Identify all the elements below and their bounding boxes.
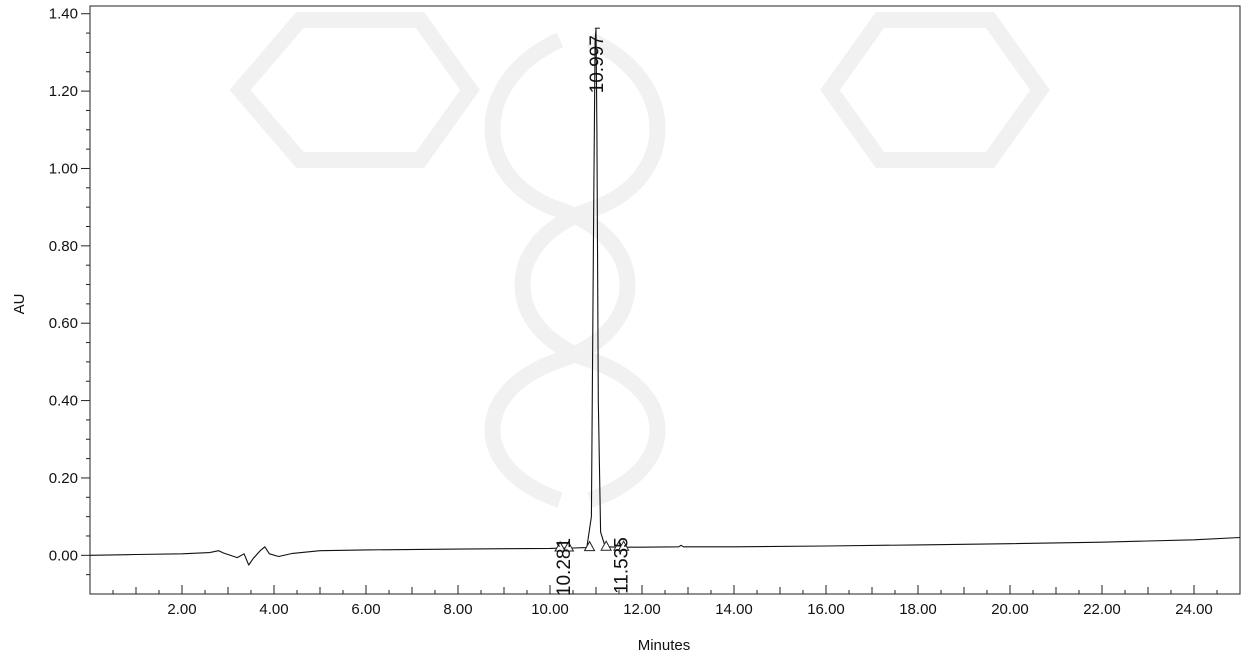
- y-tick-label: 1.20: [49, 83, 78, 100]
- x-tick-label: 10.00: [531, 601, 569, 618]
- x-tick-label: 20.00: [991, 601, 1029, 618]
- peak-marker: [617, 540, 630, 551]
- y-tick-label: 1.00: [49, 160, 78, 177]
- peak-annotations: 10.281 10.997 11.535: [554, 27, 633, 596]
- chromatogram-trace: [89, 28, 1241, 566]
- plot-axes: 2.00 4.00 6.00 8.00 10.00 12.00 14.00 16.00 18.0…: [49, 5, 1241, 618]
- plot-area: [89, 28, 1241, 566]
- y-tick-label: 0.40: [49, 393, 78, 410]
- x-tick-label: 16.00: [807, 601, 845, 618]
- peak-marker: [600, 540, 612, 551]
- y-tick-label: 0.60: [49, 315, 78, 332]
- y-tick-label: 1.40: [49, 6, 78, 23]
- y-tick-label: 0.20: [49, 470, 78, 487]
- peak-label: 11.535: [612, 537, 633, 594]
- y-axis-title: AU: [11, 294, 28, 315]
- peak-marker: [562, 540, 575, 552]
- peak-label: 10.281: [554, 538, 575, 596]
- x-tick-label: 12.00: [623, 601, 661, 618]
- peak-marker: [554, 540, 566, 552]
- watermark-logo: [229, 11, 1050, 508]
- x-tick-label: 2.00: [167, 601, 196, 618]
- peak-label: 10.997: [587, 35, 608, 93]
- x-tick-label: 24.00: [1175, 601, 1213, 618]
- x-tick-label: 6.00: [351, 601, 380, 618]
- plot-frame: [89, 5, 1241, 595]
- x-axis-title: Minutes: [638, 637, 691, 654]
- x-tick-label: 18.00: [899, 601, 937, 618]
- x-tick-label: 8.00: [443, 601, 472, 618]
- peak-marker: [583, 540, 596, 552]
- x-tick-label: 14.00: [715, 601, 753, 618]
- x-tick-label: 4.00: [259, 601, 288, 618]
- y-tick-label: 0.00: [49, 547, 78, 564]
- y-tick-label: 0.80: [49, 238, 78, 255]
- x-tick-label: 22.00: [1083, 601, 1121, 618]
